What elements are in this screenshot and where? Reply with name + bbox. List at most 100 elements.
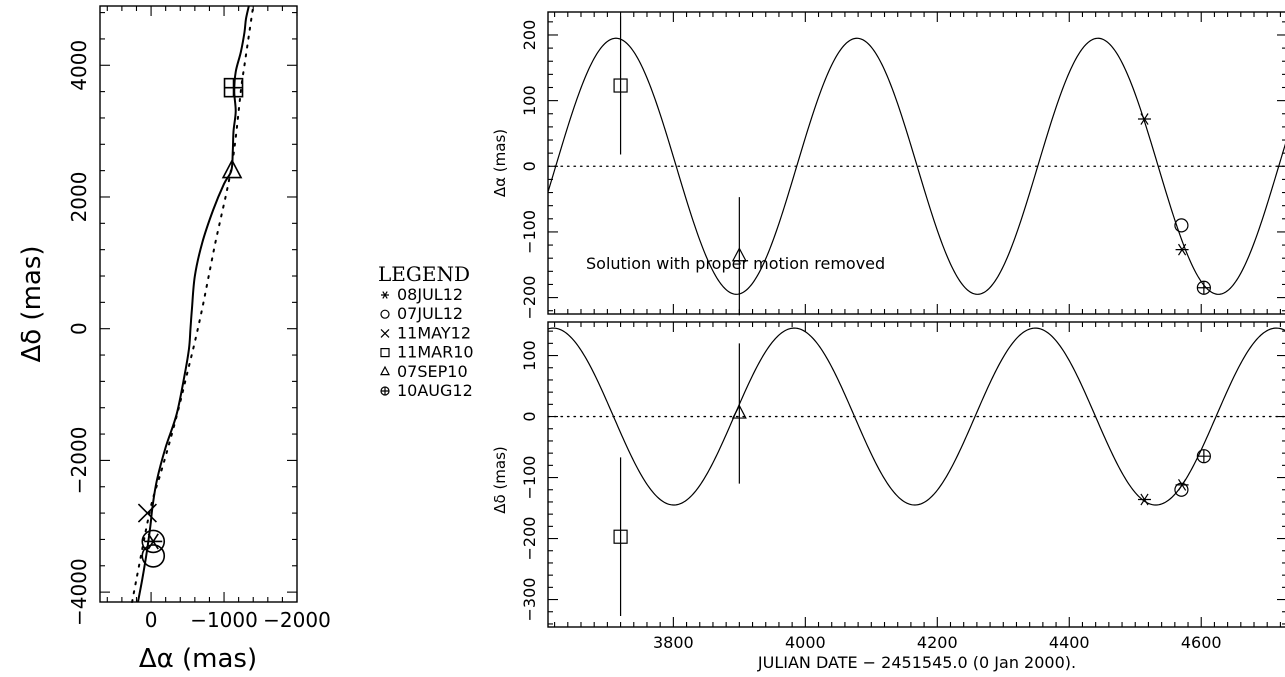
dec-xtick-label: 4000 — [785, 633, 826, 652]
dec-ytick-label: 0 — [520, 411, 539, 421]
dec-point-circle-plus — [1196, 449, 1211, 464]
sky-track-xlabel: Δα (mas) — [139, 644, 257, 674]
dec-point-asterisk-shape — [1137, 493, 1151, 506]
dec-model-curve — [547, 327, 1285, 506]
ra-ytick-label: 0 — [520, 161, 539, 171]
legend-title: LEGEND — [378, 262, 470, 286]
sky-point-cross — [137, 503, 157, 523]
sky-point-circle — [141, 529, 166, 554]
legend-label: 10AUG12 — [397, 381, 473, 400]
sky-point-triangle — [221, 158, 243, 179]
legend-symbol-triangle-shape — [380, 365, 390, 376]
dec-xtick-label: 4200 — [917, 633, 958, 652]
dec-offset-curves — [547, 327, 1285, 506]
legend-symbol-square — [380, 348, 390, 358]
legend-label: 07SEP10 — [397, 362, 468, 381]
sky-ytick-label: 2000 — [67, 172, 91, 223]
dec-point-triangle-shape — [731, 404, 747, 419]
dec-point-asterisk — [1175, 479, 1189, 491]
legend-symbol-asterisk-shape — [381, 291, 389, 299]
sky-track-ylabel: Δδ (mas) — [17, 245, 47, 362]
sky-track-frame — [99, 5, 298, 603]
ra-point-asterisk-shape — [1137, 113, 1151, 125]
sky-xtick-label: 0 — [145, 608, 158, 632]
sky-xtick-label: −1000 — [190, 608, 258, 632]
ra-offset-ylabel: Δα (mas) — [491, 129, 509, 197]
dec-offset-xlabel: JULIAN DATE − 2451545.0 (0 Jan 2000). — [757, 653, 1076, 672]
ra-offset-points — [613, 16, 1211, 316]
ra-point-triangle — [731, 247, 747, 262]
sky-point-circle-shape — [141, 544, 166, 568]
legend-label: 07JUL12 — [397, 304, 463, 323]
sky-ytick-label: −4000 — [67, 558, 91, 626]
legend: LEGEND 08JUL1207JUL1211MAY1211MAR1007SEP… — [378, 262, 474, 400]
legend-label: 11MAR10 — [397, 343, 474, 362]
dec-offset-panel: −300 −200 −100 0 100 3800 4000 4200 4400 4600 Δδ … — [491, 321, 1285, 672]
ra-point-circle-shape — [1174, 218, 1189, 233]
legend-symbol-cross-shape — [380, 328, 390, 338]
dec-offset-frame — [547, 321, 1285, 628]
sky-point-triangle-shape — [221, 158, 243, 179]
ra-point-circle-plus-cross — [1197, 281, 1211, 295]
dec-offset-points — [613, 343, 1211, 617]
sky-point-plus — [224, 78, 243, 97]
dec-xtick-label: 3800 — [653, 633, 694, 652]
legend-label: 11MAY12 — [397, 323, 471, 342]
sky-point-cross-shape — [137, 503, 157, 523]
legend-symbol-circle — [380, 309, 390, 319]
legend-items: 08JUL1207JUL1211MAY1211MAR1007SEP1010AUG… — [380, 285, 474, 400]
sky-track-model-solid — [136, 5, 250, 603]
dec-point-triangle — [731, 404, 747, 419]
dec-point-circle-plus-cross — [1197, 449, 1211, 463]
dec-ytick-label: −200 — [520, 517, 539, 561]
ra-point-asterisk-shape — [1175, 243, 1189, 256]
dec-ytick-label: 100 — [520, 340, 539, 371]
dec-point-square — [613, 529, 628, 544]
dec-point-asterisk — [1137, 493, 1151, 506]
sky-track-model-dotted — [131, 5, 255, 603]
ra-point-square — [613, 78, 628, 93]
legend-symbol-triangle — [380, 365, 390, 376]
ra-offset-panel: −200 −100 0 100 200 Δα (mas) Solution with p… — [491, 11, 1285, 320]
ra-point-circle-plus — [1196, 280, 1211, 295]
ra-ytick-label: −200 — [520, 276, 539, 320]
dec-xtick-label: 4400 — [1049, 633, 1090, 652]
ra-point-asterisk — [1137, 113, 1151, 125]
legend-label: 08JUL12 — [397, 285, 463, 304]
sky-ytick-label: 4000 — [67, 40, 91, 91]
ra-ytick-label: 200 — [520, 20, 539, 51]
ra-offset-ticks: −200 −100 0 100 200 — [520, 12, 1285, 320]
legend-symbol-circle-shape — [380, 309, 390, 319]
ra-offset-curves — [547, 37, 1285, 295]
dec-offset-ylabel: Δδ (mas) — [491, 446, 509, 514]
sky-point-plus-shape — [224, 78, 243, 97]
ra-point-circle — [1174, 218, 1189, 233]
ra-offset-frame — [547, 11, 1285, 315]
dec-ytick-label: −300 — [520, 578, 539, 622]
dec-ytick-label: −100 — [520, 456, 539, 500]
ra-ytick-label: −100 — [520, 210, 539, 254]
sky-ytick-label: −2000 — [67, 427, 91, 495]
sky-point-circle — [141, 544, 166, 568]
legend-symbol-asterisk — [381, 291, 389, 299]
dec-xtick-label: 4600 — [1181, 633, 1222, 652]
ra-ytick-label: 100 — [520, 85, 539, 116]
sky-ytick-label: 0 — [67, 322, 91, 335]
sky-point-asterisk — [144, 533, 163, 550]
sky-track-points — [137, 77, 244, 568]
ra-point-triangle-shape — [731, 247, 747, 262]
legend-symbol-cross — [380, 328, 390, 338]
dec-point-square-shape — [613, 529, 628, 544]
ra-point-square-shape — [613, 78, 628, 93]
ra-point-asterisk — [1175, 243, 1189, 256]
ra-offset-annotation: Solution with proper motion removed — [586, 254, 885, 273]
legend-symbol-circle-plus-cross — [381, 387, 389, 395]
sky-track-curves — [131, 5, 255, 603]
dec-offset-ticks: −300 −200 −100 0 100 3800 4000 4200 4400 4600 — [520, 322, 1285, 652]
dec-point-asterisk-shape — [1175, 479, 1189, 491]
sky-point-asterisk-shape — [144, 533, 163, 550]
sky-point-circle-shape — [141, 529, 166, 554]
